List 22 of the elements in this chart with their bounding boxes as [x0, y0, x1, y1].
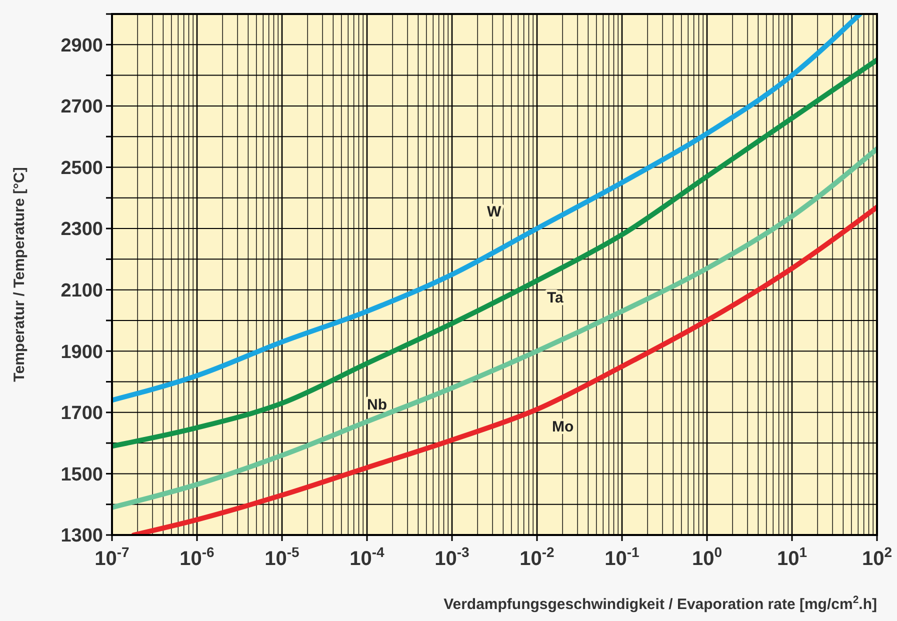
x-tick-label: 10$^{-3}$: [434, 544, 470, 570]
y-tick-label: 1300: [60, 526, 103, 547]
y-tick-label: 1700: [60, 403, 103, 424]
x-tick-label: 10$^{0}$: [692, 544, 722, 570]
x-tick-label: 10$^{2}$: [862, 544, 892, 570]
x-tick-label: 10$^{-4}$: [350, 544, 385, 570]
x-tick-label: 10$^{1}$: [776, 544, 808, 570]
x-tick-label: 10$^{-2}$: [520, 544, 555, 570]
y-tick-label: 1500: [60, 464, 103, 486]
y-tick-label: 1900: [60, 342, 103, 363]
y-tick-label: 2500: [60, 158, 103, 179]
y-axis-title: Temperatur / Temperature [°C]: [11, 167, 28, 382]
x-tick-label: 10$^{-7}$: [94, 544, 130, 570]
x-tick-label: 10$^{-1}$: [604, 544, 640, 570]
series-label: Nb: [367, 396, 387, 414]
x-tick-label: 10$^{-5}$: [264, 544, 300, 570]
x-axis-title: Verdampfungsgeschwindigkeit / Evaporation rate [mg/cm$^{2}$.h]: [444, 594, 877, 613]
y-tick-label: 2900: [60, 35, 103, 56]
x-tick-label: 10$^{-6}$: [180, 544, 215, 570]
y-tick-label: 2100: [60, 280, 103, 302]
y-tick-label: 2700: [60, 96, 103, 118]
y-tick-label: 2300: [60, 219, 103, 240]
